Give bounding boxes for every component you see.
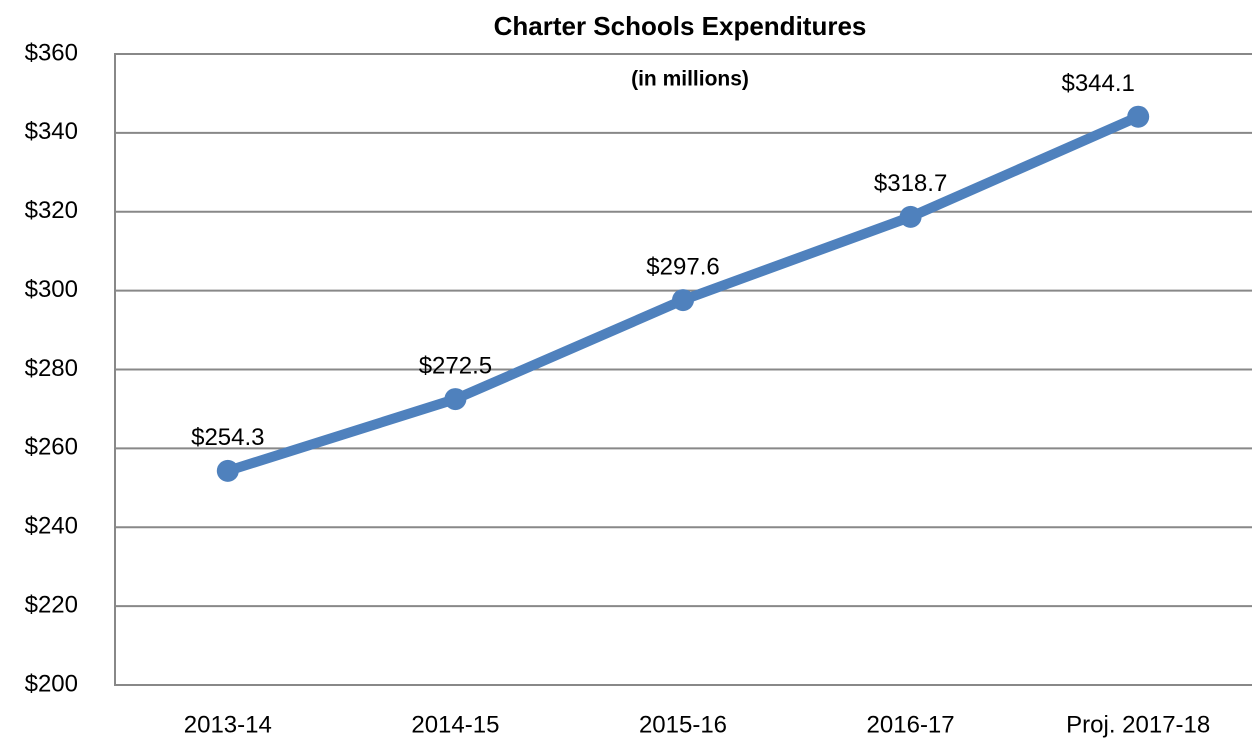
data-point: [899, 205, 922, 228]
x-tick-label: Proj. 2017-18: [1066, 711, 1210, 738]
x-tick-label: 2013-14: [184, 711, 272, 738]
data-label: $318.7: [874, 170, 947, 197]
data-label: $297.6: [646, 253, 719, 280]
y-tick-label: $300: [25, 276, 78, 303]
data-label: $254.3: [191, 424, 264, 451]
data-label: $344.1: [1061, 70, 1134, 97]
chart-subtitle: (in millions): [631, 68, 749, 91]
y-tick-label: $360: [25, 39, 78, 66]
x-tick-label: 2016-17: [867, 711, 955, 738]
y-tick-label: $220: [25, 591, 78, 618]
y-tick-label: $320: [25, 197, 78, 224]
y-tick-label: $260: [25, 434, 78, 461]
y-tick-label: $340: [25, 118, 78, 145]
y-tick-label: $200: [25, 670, 78, 697]
chart-title: Charter Schools Expenditures: [494, 11, 867, 41]
data-label: $272.5: [419, 352, 492, 379]
x-tick-label: 2014-15: [411, 711, 499, 738]
y-tick-label: $280: [25, 355, 78, 382]
data-point: [216, 459, 239, 482]
data-point: [672, 289, 694, 312]
y-tick-label: $240: [25, 513, 78, 540]
data-point: [444, 388, 467, 411]
x-tick-label: 2015-16: [639, 711, 727, 738]
data-point: [1127, 105, 1150, 128]
